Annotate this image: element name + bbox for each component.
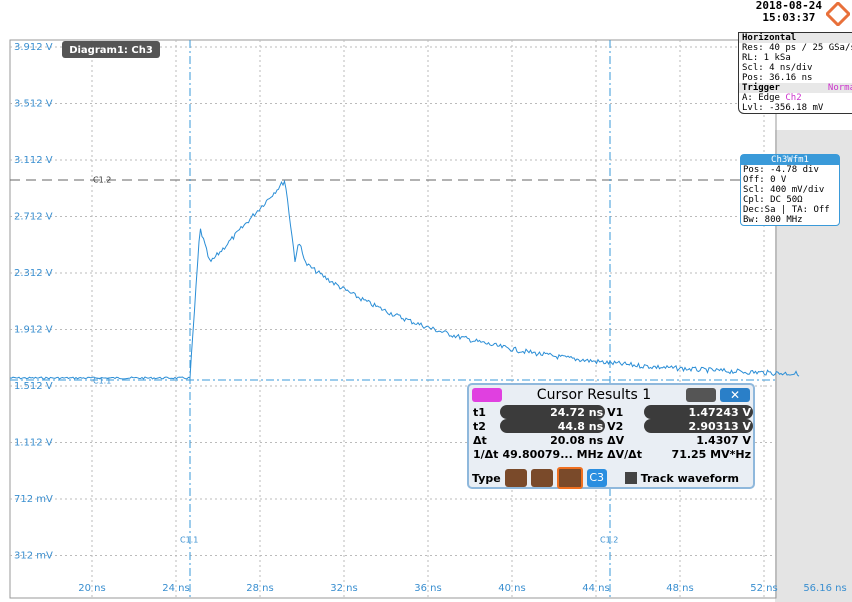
panel-title: Trigger [742, 83, 780, 93]
cursor-results-dialog[interactable]: Cursor Results 1 ✕ t1 24.72 ns V1 1.47243 V… [467, 383, 755, 489]
horizontal-panel: Horizontal Res: 40 ps / 25 GSa/s RL: 1 kS… [738, 32, 852, 114]
result-row: t1 24.72 ns V1 1.47243 V [471, 405, 753, 419]
panel-row: Pos: -4.78 div [743, 165, 819, 175]
type-button[interactable] [530, 469, 553, 487]
x-label: 24 ns [162, 583, 189, 594]
tool-button[interactable] [472, 388, 502, 402]
result-value: 49.80079... MHz [502, 447, 604, 461]
panel-title: Horizontal [739, 33, 852, 43]
result-name: ΔV [607, 433, 625, 447]
result-value: 1.4307 V [696, 433, 751, 447]
x-label: 28 ns [246, 583, 273, 594]
result-name: Δt [473, 433, 487, 447]
y-label: 3.112 V [14, 155, 53, 166]
track-label: Track waveform [640, 471, 739, 485]
cursor-label: C1.1 [180, 536, 198, 545]
result-value: 2.90313 V [643, 419, 753, 433]
trigger-level: Lvl: -356.18 mV [742, 103, 824, 113]
y-label: 1.912 V [14, 325, 53, 336]
result-row: t2 44.8 ns V2 2.90313 V [471, 419, 753, 433]
x-label: 56.16 ns [803, 583, 846, 594]
result-row: 1/Δt 49.80079... MHz ΔV/Δt 71.25 MV*Hz [471, 447, 753, 461]
result-name: t2 [473, 419, 486, 433]
results-table: t1 24.72 ns V1 1.47243 V t2 44.8 ns V2 2.90313 … [471, 405, 753, 461]
y-label: 2.712 V [14, 212, 53, 223]
time: 15:03:37 [762, 11, 816, 24]
x-label: 44 ns [582, 583, 609, 594]
clock: 2018-08-24 15:03:37 [756, 0, 822, 24]
result-name: t1 [473, 405, 486, 419]
panel-row: Res: 40 ps / 25 GSa/s [742, 43, 852, 53]
result-name: 1/Δt [473, 447, 499, 461]
result-value: 20.08 ns [550, 433, 604, 447]
cursor-label: C1.1 [93, 377, 111, 386]
panel-row: Scl: 4 ns/div [742, 63, 813, 73]
result-value: 24.72 ns [500, 405, 606, 419]
result-name: V1 [607, 405, 624, 419]
cursor-label: C1.2 [600, 536, 618, 545]
panel-row: Off: 0 V [743, 175, 787, 185]
y-label: 312 mV [14, 551, 53, 562]
result-name: ΔV/Δt [607, 447, 642, 461]
type-label: Type [472, 471, 501, 485]
y-label: 2.312 V [14, 268, 53, 279]
y-label: 1.512 V [14, 381, 53, 392]
panel-row: RL: 1 kSa [742, 53, 791, 63]
minimize-button[interactable] [686, 388, 716, 402]
close-button[interactable]: ✕ [720, 388, 750, 402]
result-value: 71.25 MV*Hz [671, 447, 751, 461]
trigger-source: Ch2 [785, 93, 802, 103]
panel-row: Dec:Sa | TA: Off [743, 205, 830, 215]
diagram-tab [62, 41, 160, 58]
x-label: 20 ns [78, 583, 105, 594]
trigger-edge: A: Edge [742, 93, 780, 103]
date: 2018-08-24 [755, 0, 822, 12]
trigger-mode: Norma [827, 83, 852, 93]
result-value: 44.8 ns [500, 419, 606, 433]
x-label: 52 ns [750, 583, 777, 594]
result-value: 1.47243 V [643, 405, 753, 419]
type-button[interactable] [504, 469, 527, 487]
y-label: 3.912 V [14, 42, 53, 53]
panel-title: Ch3Wfm1 [741, 155, 839, 165]
panel-row: Pos: 36.16 ns [742, 73, 813, 83]
panel-row: Scl: 400 mV/div [743, 185, 825, 195]
diagram-title: Diagram1: Ch3 [69, 45, 153, 56]
x-label: 32 ns [330, 583, 357, 594]
logo [826, 2, 850, 26]
checkbox[interactable] [624, 472, 637, 484]
y-label: 712 mV [14, 494, 53, 505]
x-label: 48 ns [666, 583, 693, 594]
source-button[interactable]: C3 [586, 469, 607, 487]
x-label: 36 ns [414, 583, 441, 594]
panel-row: Bw: 800 MHz [743, 215, 803, 225]
dialog-title: Cursor Results 1 [536, 387, 652, 403]
y-label: 3.512 V [14, 99, 53, 110]
plot-frame [9, 39, 777, 599]
result-row: Δt 20.08 ns ΔV 1.4307 V [471, 433, 753, 447]
waveform [9, 179, 800, 380]
x-label: 40 ns [498, 583, 525, 594]
y-label: 1.112 V [14, 438, 53, 449]
type-button[interactable] [556, 467, 583, 489]
panel-row: Cpl: DC 50Ω [743, 195, 803, 205]
channel-panel[interactable]: Ch3Wfm1 Pos: -4.78 div Off: 0 V Scl: 400 m… [740, 154, 840, 226]
cursor-label: C1.2 [93, 176, 111, 185]
result-name: V2 [607, 419, 624, 433]
